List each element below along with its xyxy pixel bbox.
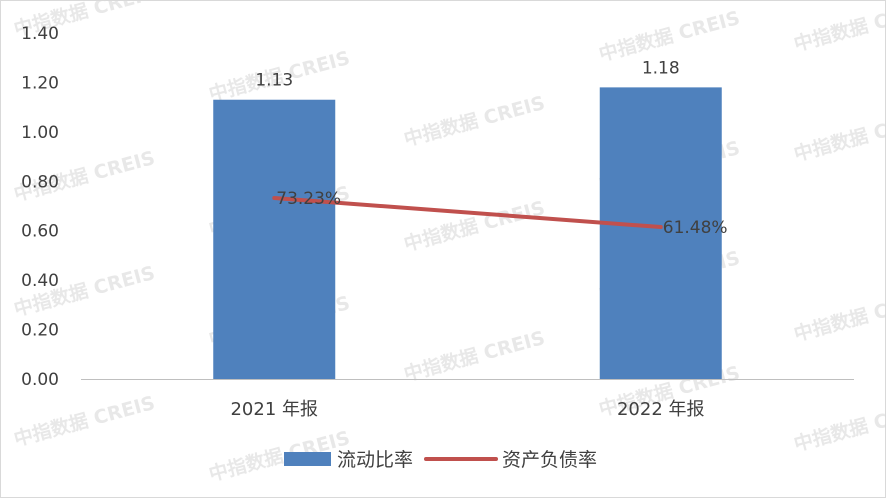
y-tick-label: 0.00 bbox=[21, 370, 59, 390]
watermark-text: 中指数据 CREIS bbox=[791, 286, 886, 346]
y-tick-label: 1.00 bbox=[21, 123, 59, 143]
bar bbox=[213, 99, 336, 379]
y-tick-label: 0.20 bbox=[21, 321, 59, 341]
watermark-text: 中指数据 CREIS bbox=[401, 91, 547, 151]
bar-data-label: 1.13 bbox=[255, 71, 293, 91]
y-tick-label: 0.60 bbox=[21, 222, 59, 242]
legend-label-bar: 流动比率 bbox=[337, 449, 413, 471]
line-data-label: 61.48% bbox=[663, 218, 728, 238]
y-tick-label: 1.20 bbox=[21, 73, 59, 93]
line-series bbox=[272, 196, 663, 230]
watermark-text: 中指数据 CREIS bbox=[791, 396, 886, 456]
watermark-text: 中指数据 CREIS bbox=[11, 391, 157, 451]
x-tick-label: 2021 年报 bbox=[230, 399, 318, 420]
y-tick-label: 0.80 bbox=[21, 172, 59, 192]
y-tick-label: 0.40 bbox=[21, 271, 59, 291]
bar-data-label: 1.18 bbox=[642, 58, 680, 78]
y-tick-label: 1.40 bbox=[21, 24, 59, 44]
watermark-text: 中指数据 CREIS bbox=[791, 1, 886, 56]
x-tick-label: 2022 年报 bbox=[617, 399, 705, 420]
watermark-text: 中指数据 CREIS bbox=[401, 326, 547, 386]
legend-swatch-bar bbox=[284, 452, 331, 466]
watermark-text: 中指数据 CREIS bbox=[401, 196, 547, 256]
watermark-text: 中指数据 CREIS bbox=[791, 106, 886, 166]
watermark-text: 中指数据 CREIS bbox=[596, 6, 742, 66]
legend-label-line: 资产负债率 bbox=[502, 449, 597, 471]
bar bbox=[599, 87, 722, 379]
line-data-label: 73.23% bbox=[276, 189, 341, 209]
